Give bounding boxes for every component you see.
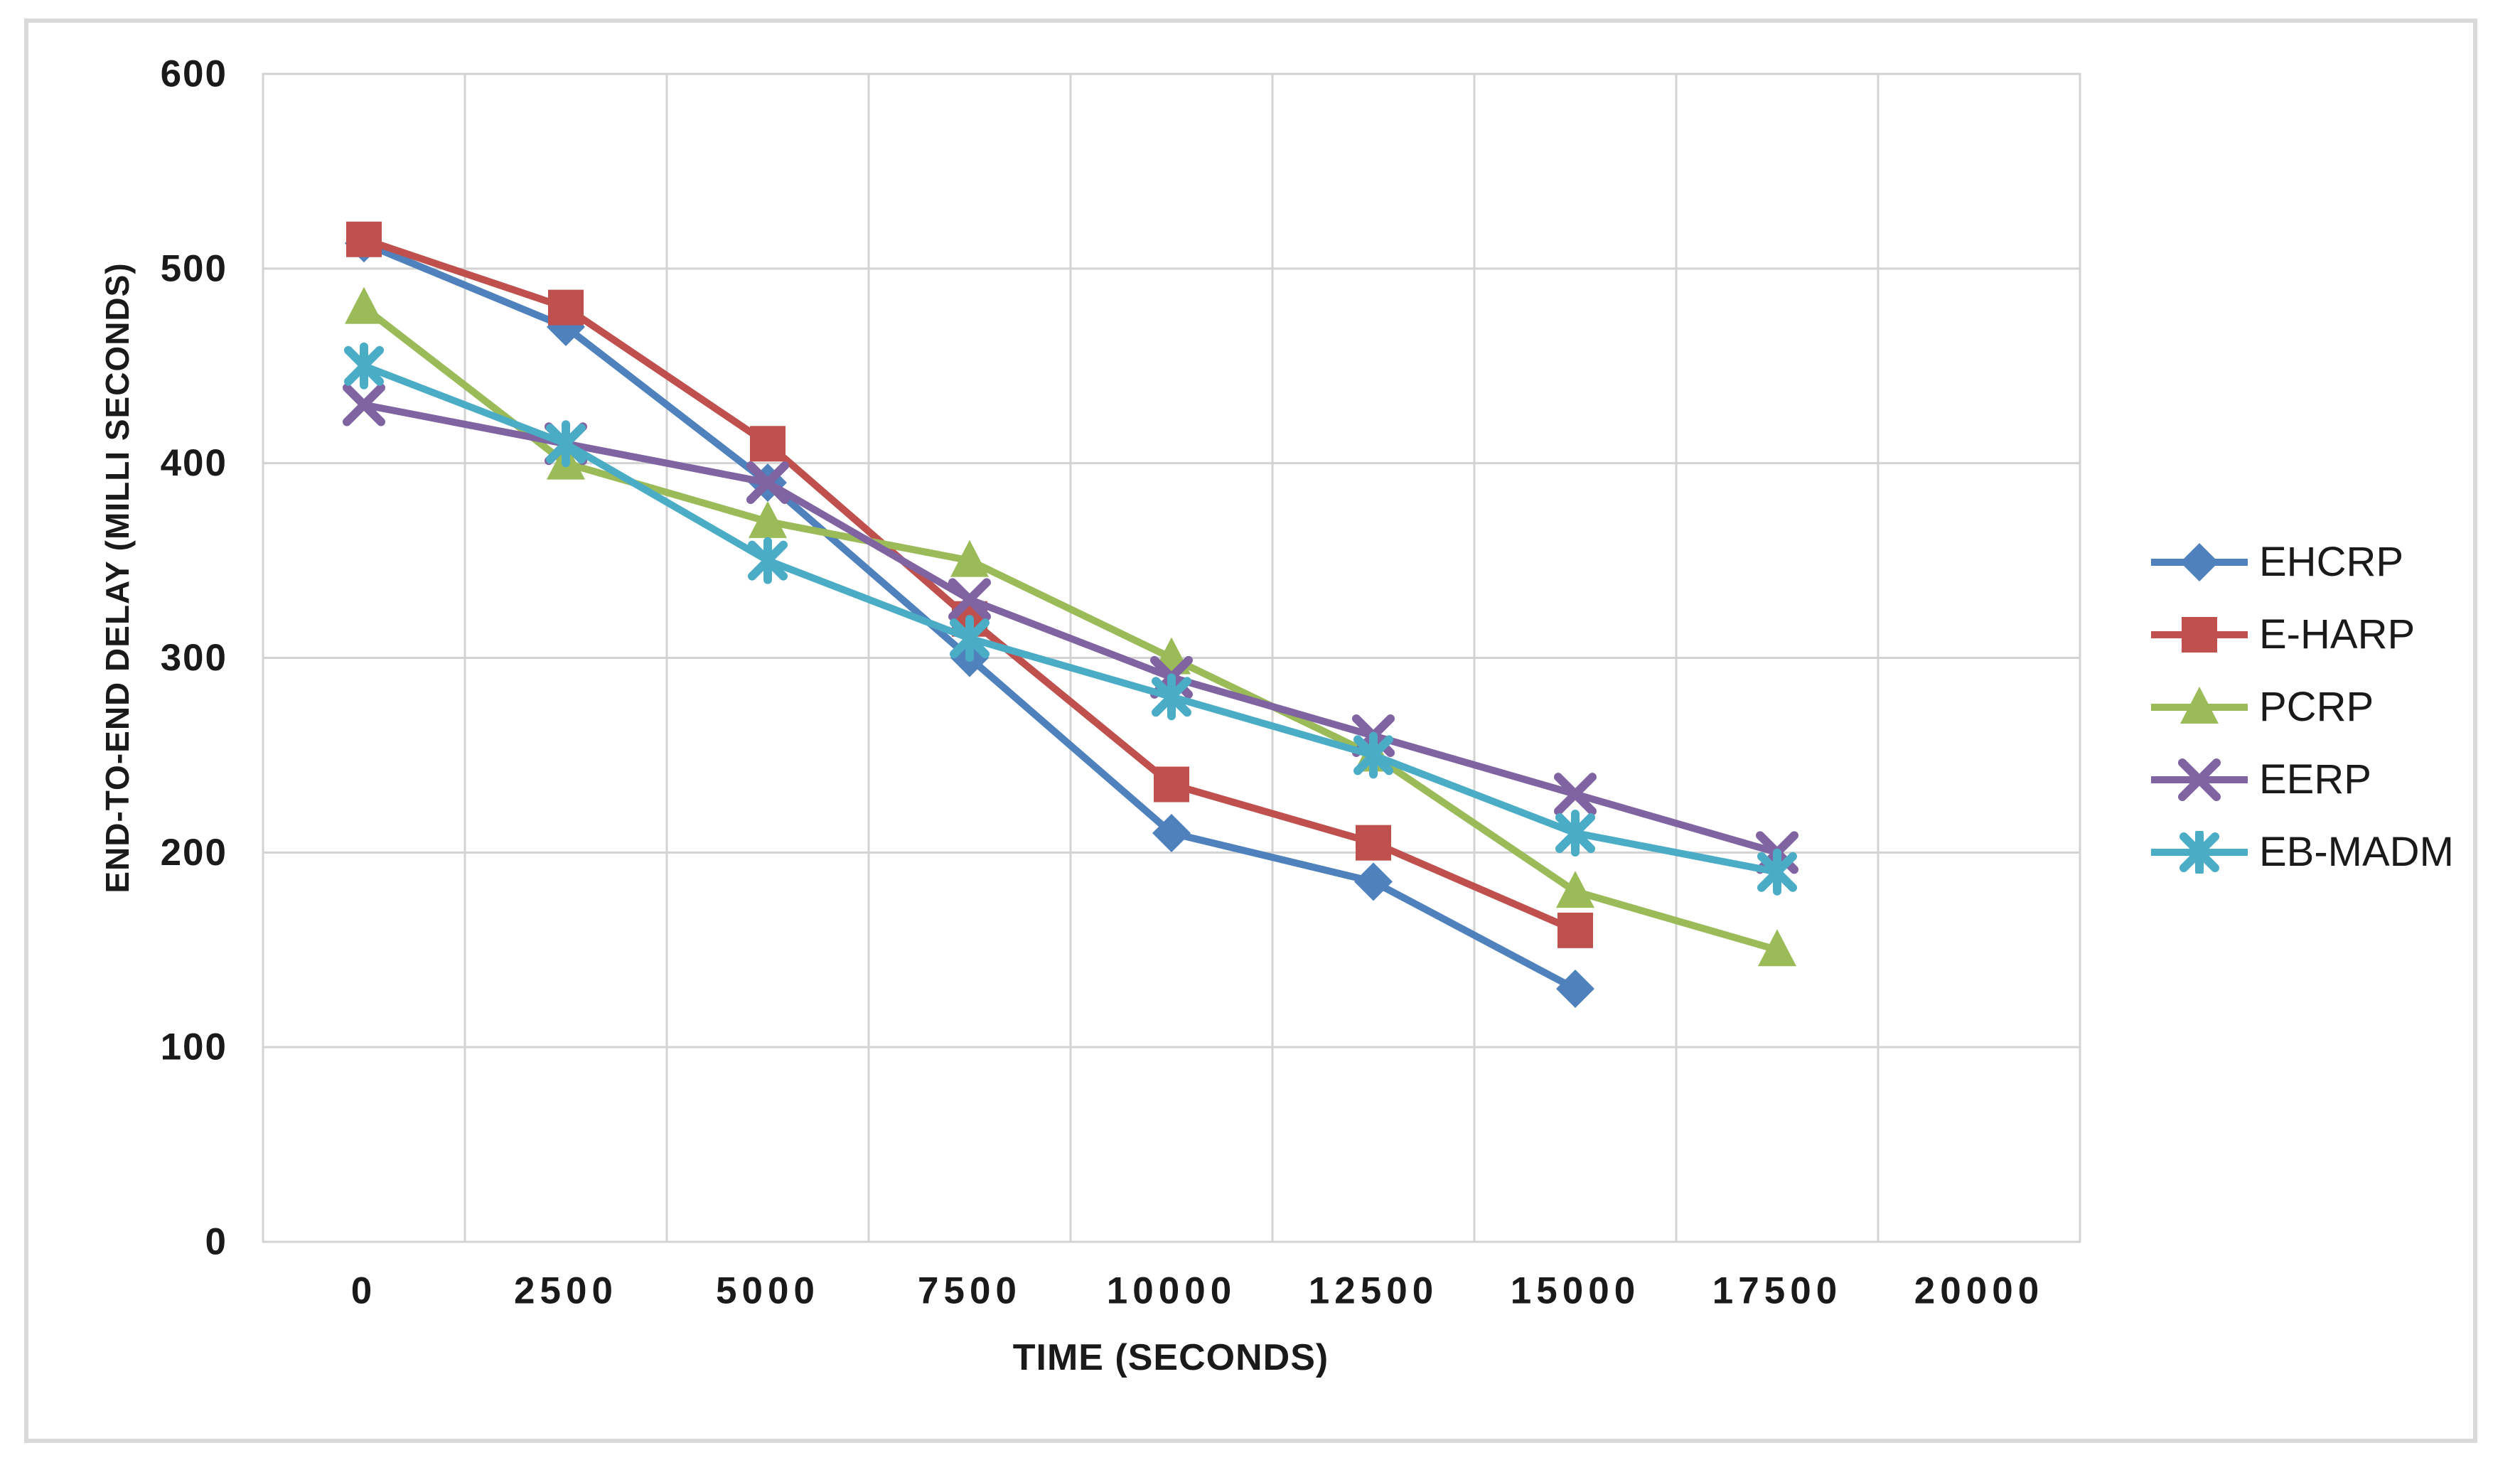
x-tick-label: 12500 [1309, 1270, 1438, 1312]
legend-item-pcrp: PCRP [2150, 686, 2454, 729]
x-tick-label: 17500 [1712, 1270, 1842, 1312]
x-tick-label: 5000 [716, 1270, 820, 1312]
data-point-marker-square [1154, 766, 1189, 803]
x-axis-title: TIME (SECONDS) [1012, 1337, 1329, 1378]
y-tick-label: 300 [161, 637, 227, 679]
data-point-marker-x [343, 383, 385, 426]
x-tick-label: 7500 [918, 1270, 1022, 1312]
data-point-marker-asterisk [1152, 677, 1191, 717]
data-point-marker-asterisk [1757, 852, 1797, 892]
data-point-marker-asterisk [1353, 735, 1393, 776]
data-point-marker-diamond [1354, 862, 1393, 901]
x-tick-label: 15000 [1511, 1270, 1640, 1312]
data-point-marker-x [1554, 773, 1597, 816]
legend-label: E-HARP [2259, 611, 2416, 658]
y-tick-label: 0 [205, 1221, 227, 1263]
x-tick-label: 2500 [514, 1270, 618, 1312]
data-point-marker-diamond [2180, 543, 2219, 581]
data-point-marker-asterisk [546, 424, 586, 464]
x-tick-label: 20000 [1914, 1270, 2044, 1312]
data-point-marker-x [948, 578, 991, 621]
data-point-marker-x [746, 461, 789, 505]
y-tick-label: 400 [161, 442, 227, 484]
data-point-marker-diamond [1556, 970, 1594, 1009]
data-point-marker-triangle [1758, 929, 1796, 967]
eb-madm-legend-marker-icon [2151, 831, 2248, 874]
data-point-marker-triangle [749, 500, 787, 538]
series-e-harp [346, 221, 1593, 948]
data-point-marker-square [1356, 825, 1391, 861]
data-point-marker-square [2182, 617, 2217, 653]
e-harp-legend-marker-icon [2151, 617, 2248, 653]
legend-item-eerp: EERP [2150, 758, 2454, 801]
data-point-marker-asterisk [748, 540, 788, 581]
legend-label: PCRP [2259, 684, 2374, 730]
data-point-marker-asterisk [2179, 832, 2219, 872]
y-tick-label: 200 [161, 832, 227, 874]
legend-label: EHCRP [2259, 539, 2404, 585]
data-point-marker-triangle [1556, 871, 1594, 908]
data-point-marker-square [750, 426, 786, 462]
data-point-marker-triangle [950, 540, 989, 577]
x-tick-label: 0 [351, 1270, 377, 1312]
data-point-marker-diamond [1152, 813, 1191, 852]
legend-item-eb-madm: EB-MADM [2150, 831, 2454, 874]
data-point-marker-square [1557, 912, 1593, 948]
series-line-eerp [360, 401, 1781, 857]
eerp-legend-marker-icon [2151, 758, 2248, 801]
pcrp-legend-marker-icon [2151, 687, 2248, 724]
x-tick-label: 10000 [1107, 1270, 1236, 1312]
legend: EHCRP E-HARP PCRP EERP EB-MADM [2150, 541, 2454, 874]
legend-item-e-harp: E-HARP [2150, 613, 2454, 656]
data-point-marker-triangle [345, 286, 383, 324]
data-point-marker-asterisk [344, 345, 384, 386]
data-point-marker-triangle [2180, 687, 2219, 724]
series-line-e-harp [360, 235, 1579, 934]
series-eb-madm [344, 342, 1797, 896]
y-tick-label: 600 [161, 53, 227, 95]
y-tick-label: 500 [161, 247, 227, 289]
legend-label: EB-MADM [2259, 829, 2454, 875]
y-tick-label: 100 [161, 1026, 227, 1068]
legend-label: EERP [2259, 756, 2371, 803]
ehcrp-legend-marker-icon [2151, 543, 2248, 581]
series-line-pcrp [360, 304, 1781, 954]
series-line-eb-madm [360, 362, 1781, 876]
data-point-marker-square [548, 289, 584, 326]
y-axis-title: END-TO-END DELAY (MILLI SECONDS) [99, 262, 136, 894]
data-point-marker-x [2178, 758, 2221, 801]
data-point-marker-asterisk [950, 618, 990, 659]
legend-item-ehcrp: EHCRP [2150, 541, 2454, 584]
figure-border [24, 18, 2477, 1443]
plot-area-border [262, 73, 2081, 1243]
data-point-marker-square [346, 221, 382, 257]
data-point-marker-asterisk [1555, 812, 1595, 853]
